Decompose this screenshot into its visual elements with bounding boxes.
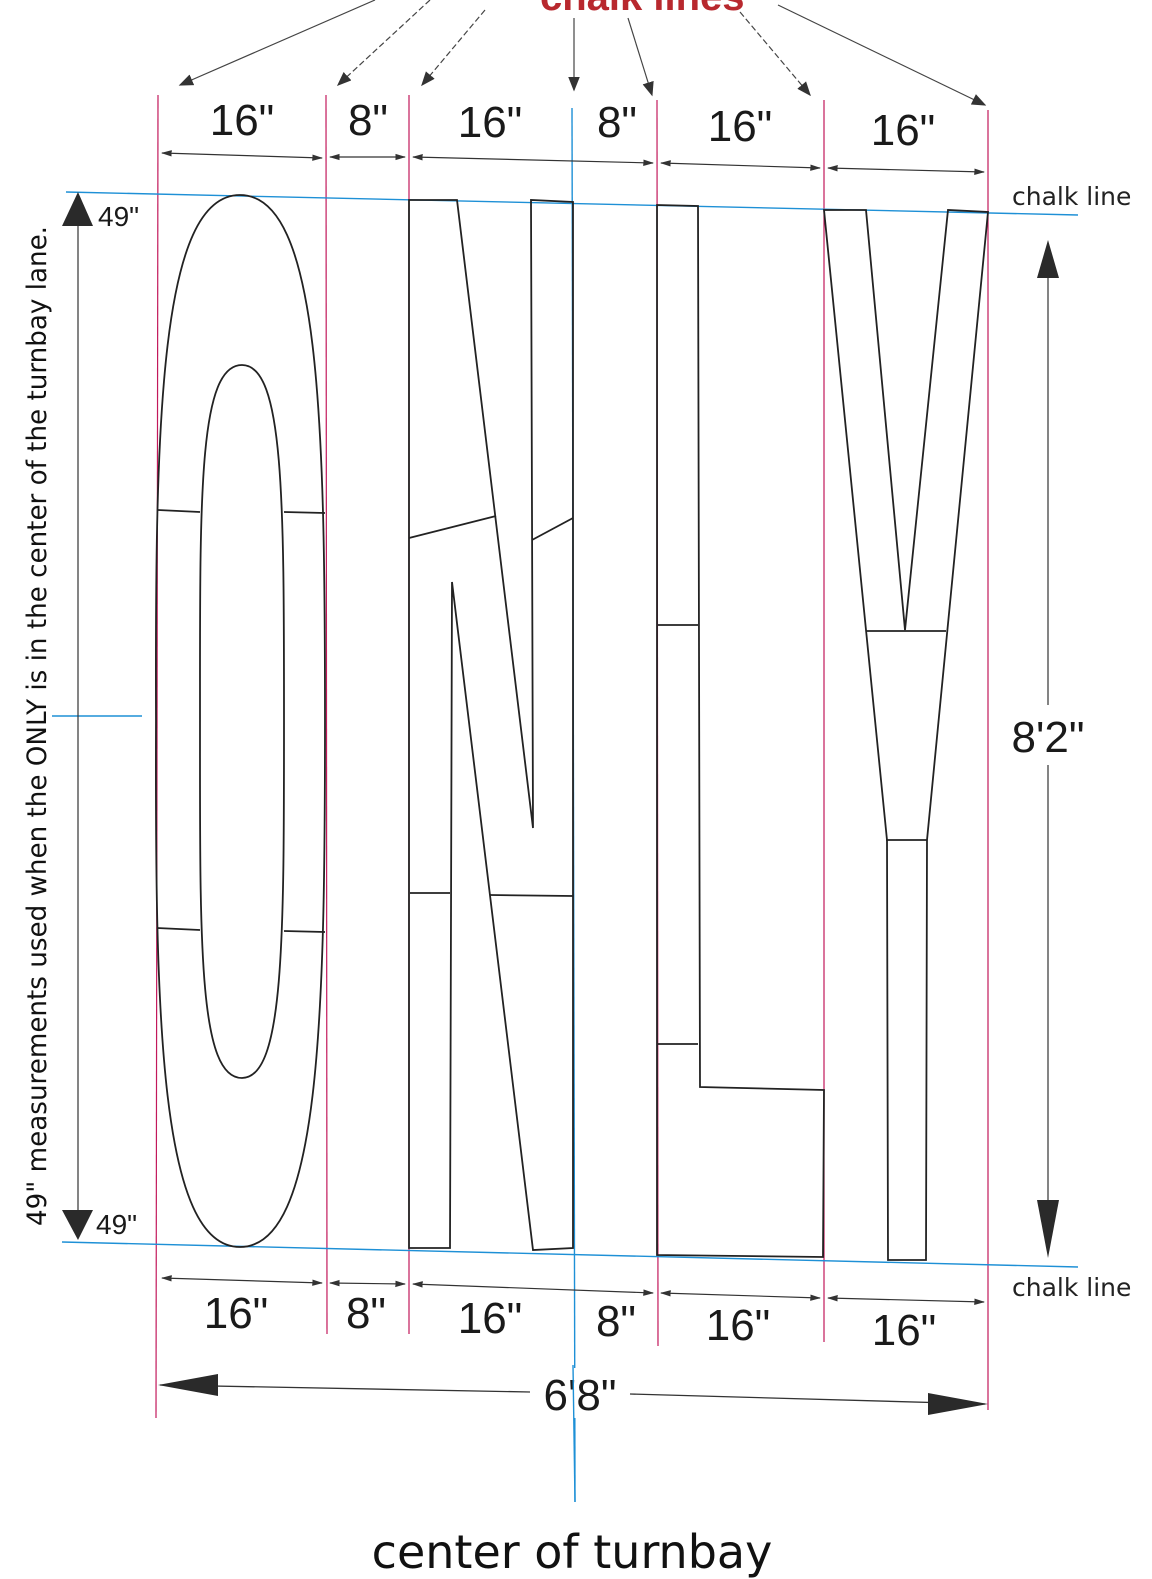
bottom-dim-2: 8" [346,1289,386,1338]
chalk-lines-heading: chalk lines [540,0,745,19]
left-bottom-marker: 49" [96,1209,137,1240]
letter-l [656,204,825,1258]
center-of-turnbay-label: center of turnbay [372,1525,773,1579]
bottom-dim-6: 16" [872,1306,937,1355]
top-dim-3: 16" [458,98,523,147]
letter-o [155,194,326,1248]
left-top-marker: 49" [98,201,139,232]
bottom-dim-5: 16" [706,1301,771,1350]
top-dimensions: 16" 8" 16" 8" 16" 16" [210,96,936,155]
bottom-dimension-arrows [160,1275,986,1305]
triangle-right-icon [928,1393,988,1415]
total-width-label: 6'8" [544,1371,617,1420]
triangle-up-icon [62,192,93,226]
top-dim-6: 16" [871,106,936,155]
triangle-down-icon [1037,1200,1059,1258]
bottom-dimensions: 16" 8" 16" 8" 16" 16" [204,1289,937,1355]
triangle-left-icon [158,1374,218,1396]
left-measure: 49" 49" [62,192,139,1240]
height-label: 8'2" [1012,713,1085,762]
pointer-arrows [178,0,987,106]
top-dimension-arrows [160,150,986,175]
letter-n [408,199,574,1251]
right-measure: 8'2" [1005,240,1095,1258]
chalk-line-label-top: chalk line [1012,182,1131,211]
top-dim-1: 16" [210,96,275,145]
triangle-down-icon [62,1210,93,1240]
bottom-dim-1: 16" [204,1289,269,1338]
total-width-measure: 6'8" [158,1368,988,1420]
bottom-dim-4: 8" [596,1297,636,1346]
letter-y [823,209,989,1261]
top-dim-2: 8" [348,96,388,145]
side-note: 49" measurements used when the ONLY is i… [22,226,53,1226]
chalk-line-label-bottom: chalk line [1012,1273,1131,1302]
top-dim-4: 8" [597,98,637,147]
triangle-up-icon [1037,240,1059,278]
bottom-dim-3: 16" [458,1294,523,1343]
top-dim-5: 16" [708,102,773,151]
